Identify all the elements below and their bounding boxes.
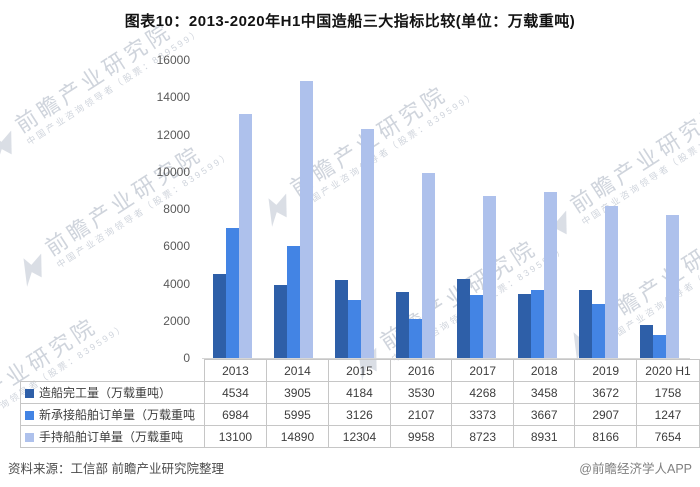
legend-cell: 造船完工量（万载重吨） bbox=[20, 381, 205, 404]
bar bbox=[579, 290, 592, 358]
year-header-cell: 2020 H1 bbox=[635, 359, 700, 382]
value-cell: 3905 bbox=[265, 381, 329, 404]
year-header-cell: 2017 bbox=[451, 359, 514, 382]
legend-swatch-icon bbox=[25, 411, 34, 420]
value-cell: 3126 bbox=[327, 403, 391, 426]
bar-group-2020 H1 bbox=[629, 60, 690, 358]
bar bbox=[300, 81, 313, 358]
bar bbox=[605, 206, 618, 358]
value-cell: 1247 bbox=[635, 403, 700, 426]
source-note: 资料来源：工信部 前瞻产业研究院整理 bbox=[8, 462, 224, 476]
bar-group-2019 bbox=[568, 60, 629, 358]
bar bbox=[457, 279, 470, 358]
table-corner-cell bbox=[21, 360, 205, 382]
bar bbox=[666, 215, 679, 358]
year-header-cell: 2018 bbox=[512, 359, 576, 382]
y-tick-label: 8000 bbox=[163, 202, 190, 216]
value-cell: 3667 bbox=[512, 403, 576, 426]
value-cell: 6984 bbox=[203, 403, 267, 426]
legend-cell: 新承接船舶订单量（万载重吨 bbox=[20, 403, 205, 426]
value-cell: 14890 bbox=[265, 425, 329, 448]
y-tick-label: 2000 bbox=[163, 313, 190, 328]
table-row: 造船完工量（万载重吨） 4534 3905 4184 3530 4268 3458 3672 1… bbox=[20, 381, 700, 404]
bar bbox=[213, 274, 226, 358]
bar bbox=[518, 294, 531, 358]
y-tick-label: 12000 bbox=[156, 127, 190, 142]
value-cell: 2107 bbox=[389, 403, 453, 426]
value-cell: 4534 bbox=[203, 381, 267, 404]
value-cell: 9958 bbox=[389, 425, 453, 448]
year-header-cell: 2016 bbox=[389, 359, 453, 382]
y-tick-label: 10000 bbox=[156, 164, 190, 179]
bar bbox=[653, 335, 666, 358]
legend-cell: 手持船舶订单量（万载重吨 bbox=[20, 425, 205, 448]
y-tick-label: 6000 bbox=[163, 239, 190, 254]
bar-group-2015 bbox=[324, 60, 385, 358]
bar bbox=[239, 114, 252, 358]
year-header-cell: 2014 bbox=[265, 359, 329, 382]
y-axis: 0 2000 4000 6000 8000 10000 12000 14000 16000 bbox=[0, 53, 190, 365]
bar bbox=[287, 246, 300, 358]
bar bbox=[531, 290, 544, 358]
bar bbox=[361, 129, 374, 358]
bar bbox=[274, 285, 287, 358]
bar-group-2017 bbox=[446, 60, 507, 358]
value-cell: 13100 bbox=[203, 425, 267, 448]
bar-group-2013 bbox=[202, 60, 263, 358]
footer: 资料来源：工信部 前瞻产业研究院整理 @前瞻经济学人APP bbox=[0, 458, 700, 477]
bar bbox=[396, 292, 409, 358]
table-row: 新承接船舶订单量（万载重吨 6984 5995 3126 2107 3373 3667 290… bbox=[20, 403, 700, 426]
bar bbox=[335, 280, 348, 358]
legend-label: 造船完工量（万载重吨） bbox=[39, 386, 172, 400]
legend-label: 手持船舶订单量（万载重吨 bbox=[39, 430, 184, 444]
value-cell: 12304 bbox=[327, 425, 391, 448]
bar-group-2014 bbox=[263, 60, 324, 358]
bar bbox=[409, 319, 422, 358]
bar bbox=[592, 304, 605, 358]
value-cell: 1758 bbox=[635, 381, 700, 404]
chart-title: 图表10：2013-2020年H1中国造船三大指标比较(单位：万载重吨) bbox=[124, 13, 576, 30]
y-tick-label: 16000 bbox=[156, 53, 190, 67]
legend-swatch-icon bbox=[25, 433, 34, 442]
credit-note: @前瞻经济学人APP bbox=[579, 462, 692, 476]
value-cell: 3373 bbox=[451, 403, 514, 426]
value-cell: 8931 bbox=[512, 425, 576, 448]
y-tick-label: 14000 bbox=[156, 90, 190, 105]
data-table: 2013 2014 2015 2016 2017 2018 2019 2020 H1 造船完工量… bbox=[20, 359, 700, 448]
plot-area bbox=[202, 60, 690, 359]
year-header-cell: 2019 bbox=[574, 359, 637, 382]
value-cell: 8723 bbox=[451, 425, 514, 448]
value-cell: 4184 bbox=[327, 381, 391, 404]
bar-group-2016 bbox=[385, 60, 446, 358]
year-header-cell: 2013 bbox=[203, 359, 267, 382]
y-tick-label: 4000 bbox=[163, 276, 190, 291]
value-cell: 7654 bbox=[635, 425, 700, 448]
bar bbox=[226, 228, 239, 358]
value-cell: 3672 bbox=[574, 381, 637, 404]
bar bbox=[483, 196, 496, 358]
table-row: 手持船舶订单量（万载重吨 13100 14890 12304 9958 8723 8931 8… bbox=[20, 425, 700, 448]
table-header-row: 2013 2014 2015 2016 2017 2018 2019 2020 H1 bbox=[21, 359, 700, 382]
bar bbox=[640, 325, 653, 358]
value-cell: 3458 bbox=[512, 381, 576, 404]
year-header-cell: 2015 bbox=[327, 359, 391, 382]
bar bbox=[348, 300, 361, 358]
legend-swatch-icon bbox=[25, 389, 34, 398]
value-cell: 4268 bbox=[451, 381, 514, 404]
value-cell: 2907 bbox=[574, 403, 637, 426]
y-tick-label: 0 bbox=[183, 351, 190, 365]
bar bbox=[470, 295, 483, 358]
value-cell: 8166 bbox=[574, 425, 637, 448]
value-cell: 3530 bbox=[389, 381, 453, 404]
legend-label: 新承接船舶订单量（万载重吨 bbox=[39, 408, 196, 422]
bar-group-2018 bbox=[507, 60, 568, 358]
value-cell: 5995 bbox=[265, 403, 329, 426]
bar bbox=[422, 173, 435, 358]
bar bbox=[544, 192, 557, 358]
